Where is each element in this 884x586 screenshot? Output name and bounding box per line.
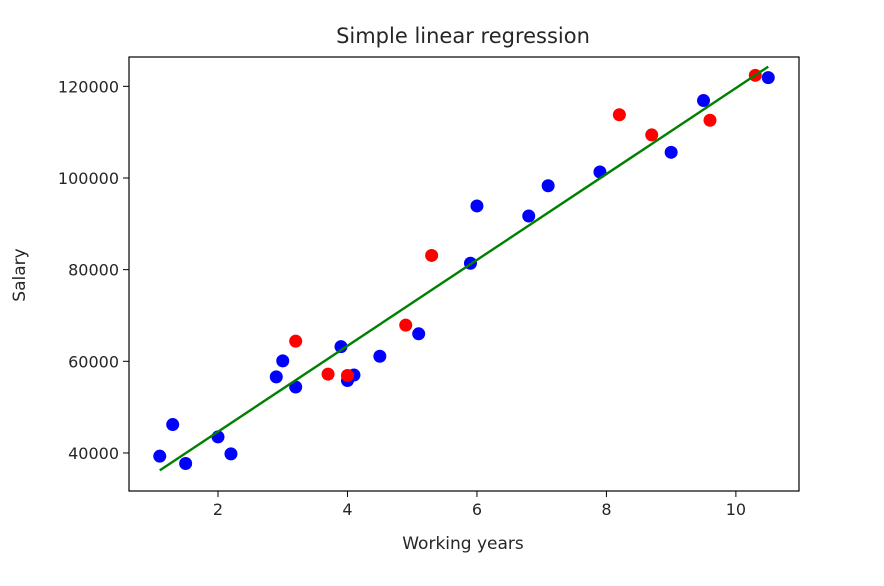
red-data-point — [645, 128, 659, 142]
y-tick-label: 100000 — [58, 169, 119, 188]
blue-data-point — [269, 370, 283, 384]
blue-data-point — [412, 327, 426, 341]
red-data-point — [425, 248, 439, 262]
blue-data-point — [276, 354, 290, 368]
y-axis-label: Salary — [10, 248, 30, 301]
x-tick-label: 6 — [472, 500, 482, 519]
blue-data-point — [224, 447, 238, 461]
red-data-point — [289, 334, 303, 348]
x-tick-label: 2 — [213, 500, 223, 519]
blue-data-point — [153, 449, 167, 463]
red-data-point — [399, 318, 413, 332]
blue-data-point — [373, 349, 387, 363]
blue-data-point — [761, 71, 775, 85]
blue-data-point — [166, 418, 180, 432]
red-data-point — [340, 369, 354, 383]
chart-title: Simple linear regression — [336, 24, 590, 48]
red-data-point — [703, 113, 717, 127]
blue-data-point — [522, 209, 536, 223]
y-tick-label: 60000 — [68, 352, 119, 371]
regression-line — [159, 65, 769, 472]
blue-data-point — [697, 94, 711, 108]
blue-data-point — [334, 340, 348, 354]
y-tick-label: 40000 — [68, 444, 119, 463]
red-data-point — [321, 367, 335, 381]
red-data-point — [612, 108, 626, 122]
x-tick-label: 10 — [726, 500, 746, 519]
x-axis-label: Working years — [402, 534, 524, 554]
y-tick-label: 80000 — [68, 261, 119, 280]
x-tick-label: 4 — [342, 500, 352, 519]
x-tick-label: 8 — [601, 500, 611, 519]
blue-data-point — [664, 145, 678, 159]
blue-data-point — [470, 199, 484, 213]
blue-data-point — [179, 457, 193, 471]
blue-data-point — [541, 179, 555, 193]
y-tick-label: 120000 — [58, 77, 119, 96]
plot-area-frame — [128, 56, 800, 492]
